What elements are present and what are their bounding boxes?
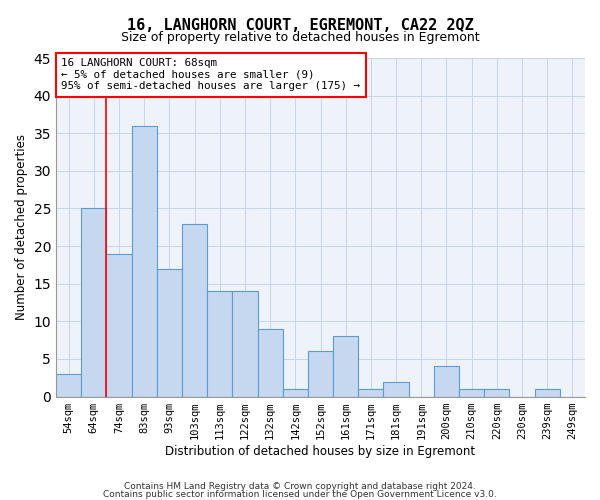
Bar: [182, 224, 207, 396]
Bar: [131, 126, 157, 396]
Bar: [308, 352, 333, 397]
Bar: [333, 336, 358, 396]
Bar: [459, 389, 484, 396]
Bar: [106, 254, 131, 396]
Text: 16, LANGHORN COURT, EGREMONT, CA22 2QZ: 16, LANGHORN COURT, EGREMONT, CA22 2QZ: [127, 18, 473, 32]
Text: Contains HM Land Registry data © Crown copyright and database right 2024.: Contains HM Land Registry data © Crown c…: [124, 482, 476, 491]
Text: 16 LANGHORN COURT: 68sqm
← 5% of detached houses are smaller (9)
95% of semi-det: 16 LANGHORN COURT: 68sqm ← 5% of detache…: [61, 58, 361, 91]
Text: Size of property relative to detached houses in Egremont: Size of property relative to detached ho…: [121, 31, 479, 44]
Bar: [283, 389, 308, 396]
Bar: [535, 389, 560, 396]
Bar: [56, 374, 81, 396]
Text: Contains public sector information licensed under the Open Government Licence v3: Contains public sector information licen…: [103, 490, 497, 499]
Bar: [484, 389, 509, 396]
Bar: [81, 208, 106, 396]
Bar: [257, 329, 283, 396]
Bar: [358, 389, 383, 396]
Y-axis label: Number of detached properties: Number of detached properties: [15, 134, 28, 320]
Bar: [157, 268, 182, 396]
X-axis label: Distribution of detached houses by size in Egremont: Distribution of detached houses by size …: [166, 444, 476, 458]
Bar: [383, 382, 409, 396]
Bar: [207, 291, 232, 397]
Bar: [232, 291, 257, 397]
Bar: [434, 366, 459, 396]
